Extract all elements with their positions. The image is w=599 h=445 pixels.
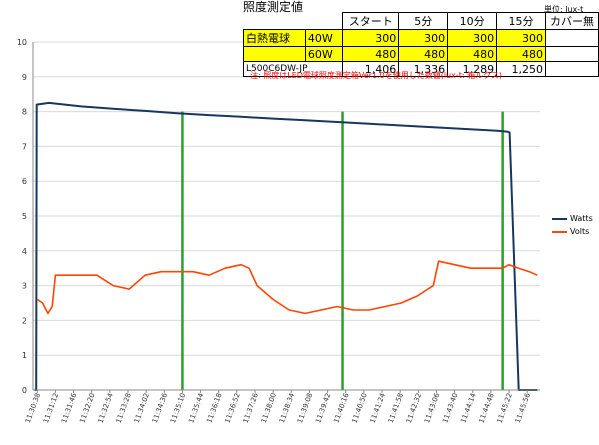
x-tick-label: 11:35:44 [187,391,205,424]
legend: Watts Volts [552,212,593,238]
table-cell: 1,406 [342,61,400,77]
x-tick-label: 11:33:28 [115,392,133,424]
row-label: L500C6DW-JP [242,61,344,77]
header-cell: カバー無 [544,12,599,30]
x-tick-label: 11:43:06 [423,391,441,424]
x-tick-label: 11:40:50 [350,392,368,424]
x-tick-label: 11:37:26 [242,391,260,424]
note-text: 注: 照度はLED電球照度測定箱Ver1.0を使用した数値(lux-t: 箱ルク… [250,71,502,80]
table-header-row: スタート 5分 10分 15分 カバー無 [244,12,599,30]
table-cell: 1,336 [398,61,449,77]
x-tick-label: 11:43:40 [441,392,459,424]
legend-label-watts: Watts [570,214,593,223]
row-sublabel: 40W [304,29,344,47]
y-tick-label: 5 [22,212,27,221]
y-tick-label: 3 [22,282,27,291]
y-tick-labels: 0 1 2 3 4 5 6 7 8 9 10 [17,38,27,395]
table-row: L500C6DW-JP 1,406 1,336 1,289 1,250 [242,61,599,77]
y-tick-label: 2 [22,316,27,325]
x-tick-label: 11:36:18 [205,392,223,424]
series-line-watts [34,101,538,391]
measurement-table: スタート 5分 10分 15分 カバー無 白熱電球 40W 300 300 30… [242,12,599,77]
x-tick-label: 11:31:46 [60,391,78,424]
legend-item-volts: Volts [552,225,593,238]
x-tick-label: 11:35:10 [169,392,187,424]
axes [32,42,540,393]
x-tick-label: 11:31:12 [42,392,60,424]
table-cell: 300 [342,29,400,47]
y-tick-label: 10 [17,38,27,47]
table-row: 60W 480 480 480 480 [243,46,599,62]
table-cell: 480 [447,46,498,62]
y-tick-label: 1 [22,351,27,360]
x-tick-label: 11:45:56 [514,391,532,424]
x-tick-labels: 11:30:38 11:31:12 11:31:46 11:32:20 11:32:54… [24,391,532,424]
x-tick-label: 11:44:48 [478,392,496,424]
x-tick-label: 11:39:42 [314,392,332,424]
header-cell: スタート [342,12,400,30]
header-cell [305,13,342,30]
table-cell: 300 [496,29,546,47]
table-cell [544,61,599,77]
x-tick-label: 11:42:32 [405,392,423,424]
table-cell: 300 [447,29,498,47]
series-line-volts [36,260,538,315]
x-tick-label: 11:32:54 [96,391,114,424]
x-tick-label: 11:41:58 [387,392,405,424]
table-cell: 480 [342,46,400,62]
y-tick-label: 9 [22,73,27,82]
table-cell [544,29,599,47]
table-row: 白熱電球 40W 300 300 300 300 [243,29,599,47]
legend-swatch-volts [552,230,567,233]
x-tick-label: 11:38:34 [278,391,296,424]
table-cell: 480 [398,46,449,62]
table-cell [544,46,599,62]
y-tick-label: 6 [22,177,27,186]
table-cell: 300 [398,29,449,47]
table-cell: 1,289 [447,61,498,77]
legend-swatch-watts [552,217,567,220]
time-markers [181,111,504,390]
y-tick-label: 4 [22,247,27,256]
row-label: 白熱電球 [243,29,306,47]
x-tick-label: 11:38:00 [260,392,278,424]
x-tick-label: 11:30:38 [24,392,42,424]
series-lines [34,101,538,391]
row-label [243,46,306,62]
x-tick-label: 11:34:02 [133,392,151,424]
y-tick-label: 8 [22,108,27,117]
header-cell [244,13,306,30]
unit-label: 単位: lux-t [544,5,584,14]
x-tick-label: 11:32:20 [78,392,96,424]
header-cell: 5分 [398,12,449,30]
legend-item-watts: Watts [552,212,593,225]
x-tick-label: 11:34:36 [151,391,169,424]
x-tick-label: 11:36:52 [223,392,241,424]
row-sublabel: 60W [304,46,344,62]
table-cell: 1,250 [496,61,546,77]
table-cell: 480 [496,46,546,62]
y-tick-label: 7 [22,142,27,151]
x-tick-label: 11:39:08 [296,392,314,424]
y-tick-label: 0 [22,386,27,395]
x-tick-label: 11:44:14 [459,391,477,424]
table-title: 照度測定値 [243,0,304,14]
legend-label-volts: Volts [570,227,590,236]
header-cell: 15分 [496,12,546,30]
x-tick-label: 11:40:16 [332,391,350,424]
x-tick-label: 11:41:24 [369,391,387,424]
header-cell: 10分 [447,12,498,30]
x-tick-label: 11:45:22 [496,392,514,424]
